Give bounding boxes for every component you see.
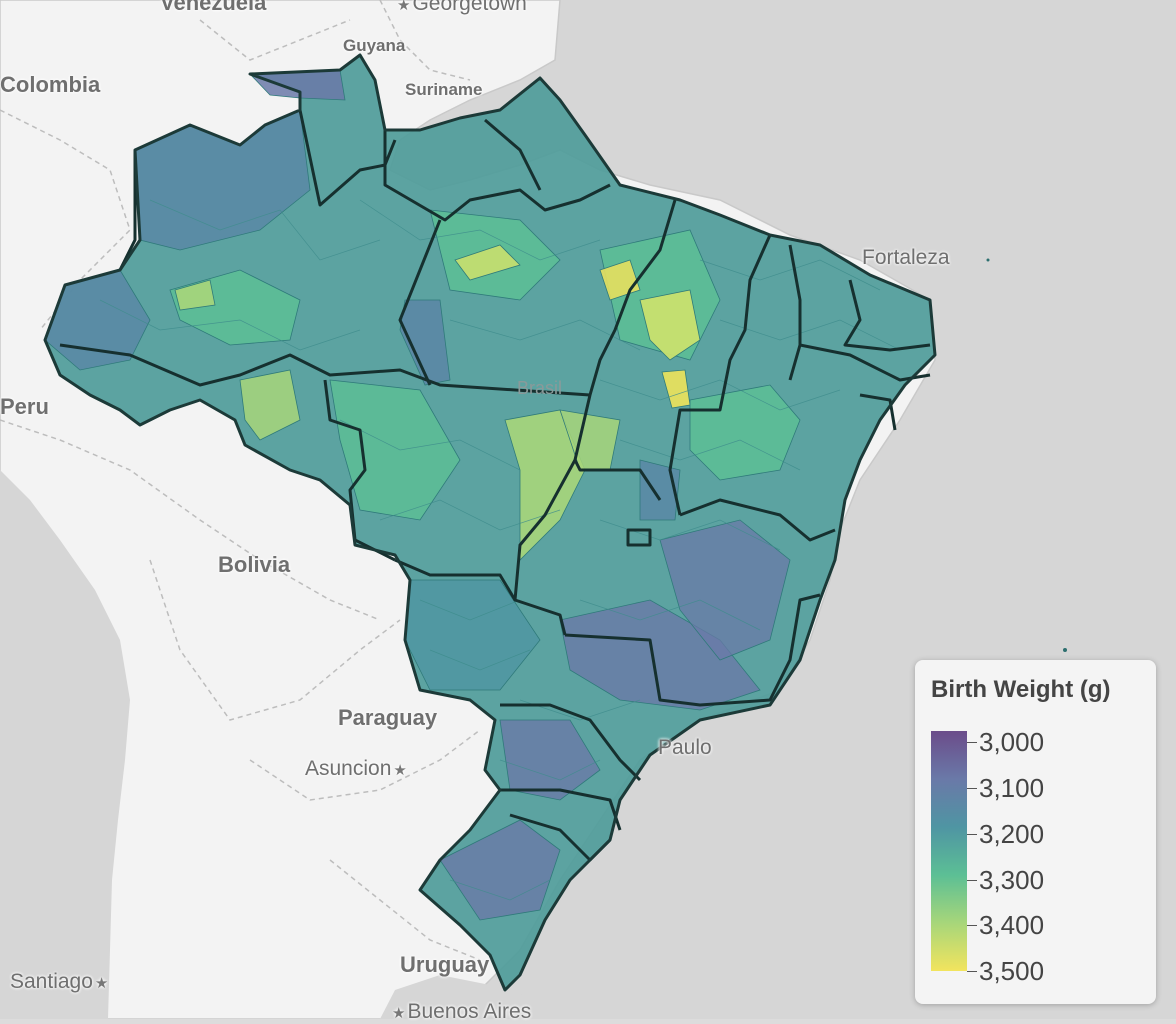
city-star-icon: ★ [397,0,411,14]
city-label-buenos-aires: ★Buenos Aires [390,1000,531,1024]
country-label-brasil-partial: Brasil [517,378,563,398]
island-marker [1063,648,1067,652]
city-label-santiago: Santiago ★ [10,970,110,994]
city-name: Buenos Aires [407,1000,532,1023]
legend-title: Birth Weight (g) [931,676,1111,703]
legend-tick-mark [967,833,977,835]
country-label-venezuela: Venezuela [160,0,267,15]
country-borders [0,0,481,961]
city-star-icon: ★ [94,975,109,992]
city-star-icon: ★ [392,1005,406,1022]
city-label-asuncion: Asuncion ★ [305,757,409,781]
city-label-sao-paulo: Paulo [658,736,712,759]
legend-tick-mark [967,742,977,744]
brazil-outline [43,53,937,992]
country-label-guyana: Guyana [343,36,406,55]
legend-tick-label: 3,300 [979,864,1045,895]
city-label-georgetown: ★Georgetown [395,0,527,16]
city-name: Santiago [10,970,93,993]
country-label-peru: Peru [0,394,49,419]
legend-tick-label: 3,200 [979,818,1045,849]
city-label-fortaleza: Fortaleza [862,246,950,269]
legend-tick-mark [967,788,977,790]
city-name: Georgetown [412,0,527,15]
country-label-bolivia: Bolivia [218,552,291,577]
country-label-colombia: Colombia [0,72,101,97]
legend-tick-labels: 3,000 3,100 3,200 3,300 3,400 3,500 [967,727,1117,986]
legend-tick-mark [967,879,977,881]
rio-de-la-plata [380,975,560,1019]
state-borders [59,109,931,862]
country-label-suriname: Suriname [405,80,483,99]
legend-tick-label: 3,400 [979,910,1045,941]
legend-tick-label: 3,100 [979,773,1045,804]
municipality-borders [99,199,901,901]
legend-tick-mark [967,925,977,927]
legend-color-bar [931,731,967,971]
pacific-ocean [0,470,130,1019]
country-label-uruguay: Uruguay [400,952,490,977]
legend-tick-label: 3,500 [979,956,1045,986]
legend-tick-mark [967,971,977,972]
island-marker [986,258,990,262]
country-label-paraguay: Paraguay [338,705,438,730]
city-star-icon: ★ [393,762,407,779]
legend: Birth Weight (g) 3,000 3,100 3,200 3,300 3,4… [915,660,1156,1004]
city-name: Asuncion [305,757,392,780]
legend-tick-label: 3,000 [979,727,1045,758]
